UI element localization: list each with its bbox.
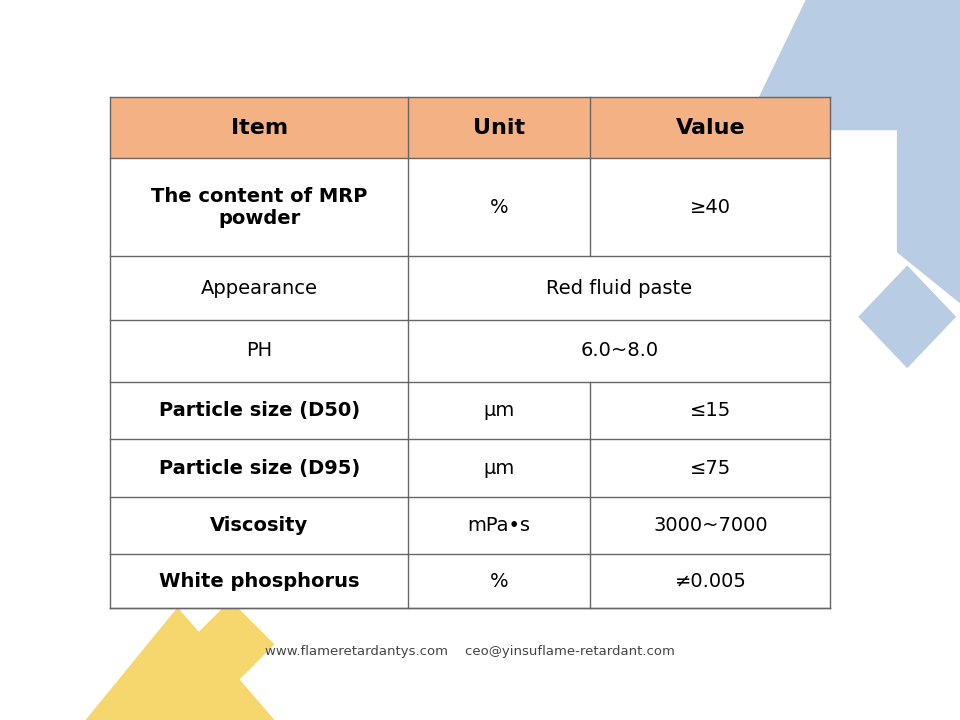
- Text: 3000~7000: 3000~7000: [653, 516, 768, 535]
- Bar: [590, 497, 830, 554]
- Polygon shape: [859, 266, 955, 367]
- Bar: [110, 256, 408, 320]
- Text: Red fluid paste: Red fluid paste: [546, 279, 692, 297]
- Bar: [408, 497, 590, 554]
- Text: www.flameretardantys.com    ceo@yinsuflame-retardant.com: www.flameretardantys.com ceo@yinsuflame-…: [266, 645, 675, 658]
- Bar: [408, 158, 590, 256]
- Text: ≤15: ≤15: [690, 401, 731, 420]
- Bar: [408, 97, 590, 158]
- Polygon shape: [86, 608, 274, 720]
- Text: ≥40: ≥40: [690, 197, 731, 217]
- Bar: [408, 320, 830, 382]
- Text: Appearance: Appearance: [201, 279, 318, 297]
- Text: %: %: [490, 572, 509, 591]
- Text: %: %: [490, 197, 509, 217]
- Text: Value: Value: [676, 118, 745, 138]
- Bar: [110, 497, 408, 554]
- Text: ≤75: ≤75: [690, 459, 731, 477]
- Bar: [590, 158, 830, 256]
- Bar: [408, 256, 830, 320]
- Bar: [408, 439, 590, 497]
- Text: 6.0~8.0: 6.0~8.0: [580, 341, 659, 361]
- Bar: [590, 382, 830, 439]
- Bar: [590, 97, 830, 158]
- Text: ≠0.005: ≠0.005: [675, 572, 746, 591]
- Text: mPa•s: mPa•s: [468, 516, 531, 535]
- Bar: [408, 554, 590, 608]
- Text: Viscosity: Viscosity: [210, 516, 308, 535]
- Text: Unit: Unit: [473, 118, 525, 138]
- Bar: [110, 97, 408, 158]
- Text: Item: Item: [230, 118, 288, 138]
- Bar: [110, 554, 408, 608]
- Bar: [408, 382, 590, 439]
- Bar: [590, 439, 830, 497]
- Bar: [110, 158, 408, 256]
- Text: PH: PH: [246, 341, 273, 361]
- Text: The content of MRP
powder: The content of MRP powder: [151, 186, 368, 228]
- Text: White phosphorus: White phosphorus: [159, 572, 359, 591]
- Text: μm: μm: [484, 459, 515, 477]
- Bar: [590, 554, 830, 608]
- Text: Particle size (D50): Particle size (D50): [158, 401, 360, 420]
- Polygon shape: [744, 0, 960, 302]
- Polygon shape: [187, 601, 274, 688]
- Bar: [110, 439, 408, 497]
- Text: μm: μm: [484, 401, 515, 420]
- Bar: [110, 320, 408, 382]
- Bar: [110, 382, 408, 439]
- Text: Particle size (D95): Particle size (D95): [158, 459, 360, 477]
